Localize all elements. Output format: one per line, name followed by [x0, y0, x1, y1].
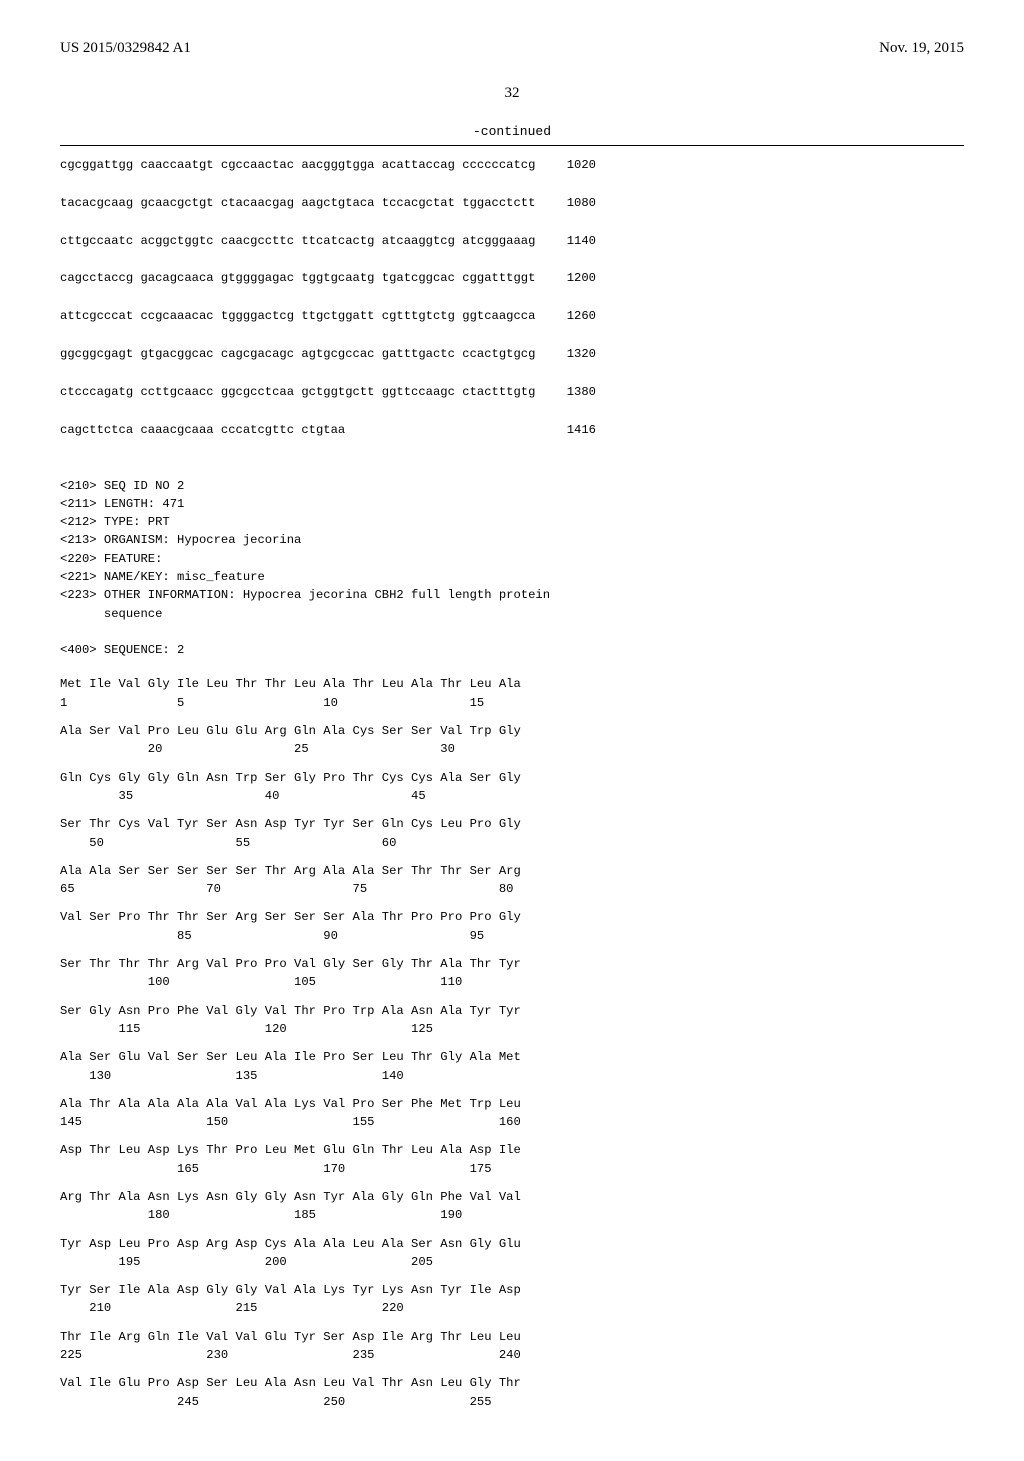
patent-number: US 2015/0329842 A1 — [60, 40, 191, 57]
nucleotide-sequence: cgcggattgg caaccaatgt cgccaactac aacgggt… — [60, 146, 964, 463]
nucleotide-line: cagcttctca caaacgcaaa cccatcgttc ctgtaa … — [60, 421, 964, 440]
amino-acid-row: Gln Cys Gly Gly Gln Asn Trp Ser Gly Pro … — [60, 769, 964, 806]
nucleotide-line: cttgccaatc acggctggtc caacgccttc ttcatca… — [60, 232, 964, 251]
amino-acid-row: Arg Thr Ala Asn Lys Asn Gly Gly Asn Tyr … — [60, 1188, 964, 1225]
nucleotide-line: attcgcccat ccgcaaacac tggggactcg ttgctgg… — [60, 307, 964, 326]
sequence-metadata: <210> SEQ ID NO 2 <211> LENGTH: 471 <212… — [60, 463, 964, 670]
amino-acid-row: Ser Thr Cys Val Tyr Ser Asn Asp Tyr Tyr … — [60, 815, 964, 852]
amino-acid-row: Ala Ala Ser Ser Ser Ser Ser Thr Arg Ala … — [60, 862, 964, 899]
amino-acid-row: Thr Ile Arg Gln Ile Val Val Glu Tyr Ser … — [60, 1328, 964, 1365]
patent-date: Nov. 19, 2015 — [879, 40, 964, 57]
amino-acid-row: Ser Thr Thr Thr Arg Val Pro Pro Val Gly … — [60, 955, 964, 992]
nucleotide-line: tacacgcaag gcaacgctgt ctacaacgag aagctgt… — [60, 194, 964, 213]
amino-acid-row: Val Ile Glu Pro Asp Ser Leu Ala Asn Leu … — [60, 1374, 964, 1411]
amino-acid-row: Tyr Asp Leu Pro Asp Arg Asp Cys Ala Ala … — [60, 1235, 964, 1272]
amino-acid-row: Ser Gly Asn Pro Phe Val Gly Val Thr Pro … — [60, 1002, 964, 1039]
nucleotide-line: ggcggcgagt gtgacggcac cagcgacagc agtgcgc… — [60, 345, 964, 364]
nucleotide-line: cgcggattgg caaccaatgt cgccaactac aacgggt… — [60, 156, 964, 175]
amino-acid-row: Ala Ser Val Pro Leu Glu Glu Arg Gln Ala … — [60, 722, 964, 759]
amino-acid-row: Ala Ser Glu Val Ser Ser Leu Ala Ile Pro … — [60, 1048, 964, 1085]
continued-label: -continued — [60, 124, 964, 139]
amino-acid-row: Met Ile Val Gly Ile Leu Thr Thr Leu Ala … — [60, 675, 964, 712]
nucleotide-line: cagcctaccg gacagcaaca gtggggagac tggtgca… — [60, 269, 964, 288]
amino-acid-row: Ala Thr Ala Ala Ala Ala Val Ala Lys Val … — [60, 1095, 964, 1132]
page-header: US 2015/0329842 A1 Nov. 19, 2015 — [60, 40, 964, 57]
page-number: 32 — [60, 85, 964, 102]
nucleotide-line: ctcccagatg ccttgcaacc ggcgcctcaa gctggtg… — [60, 383, 964, 402]
amino-acid-row: Asp Thr Leu Asp Lys Thr Pro Leu Met Glu … — [60, 1141, 964, 1178]
amino-acid-sequence: Met Ile Val Gly Ile Leu Thr Thr Leu Ala … — [60, 669, 964, 1411]
amino-acid-row: Val Ser Pro Thr Thr Ser Arg Ser Ser Ser … — [60, 908, 964, 945]
amino-acid-row: Tyr Ser Ile Ala Asp Gly Gly Val Ala Lys … — [60, 1281, 964, 1318]
